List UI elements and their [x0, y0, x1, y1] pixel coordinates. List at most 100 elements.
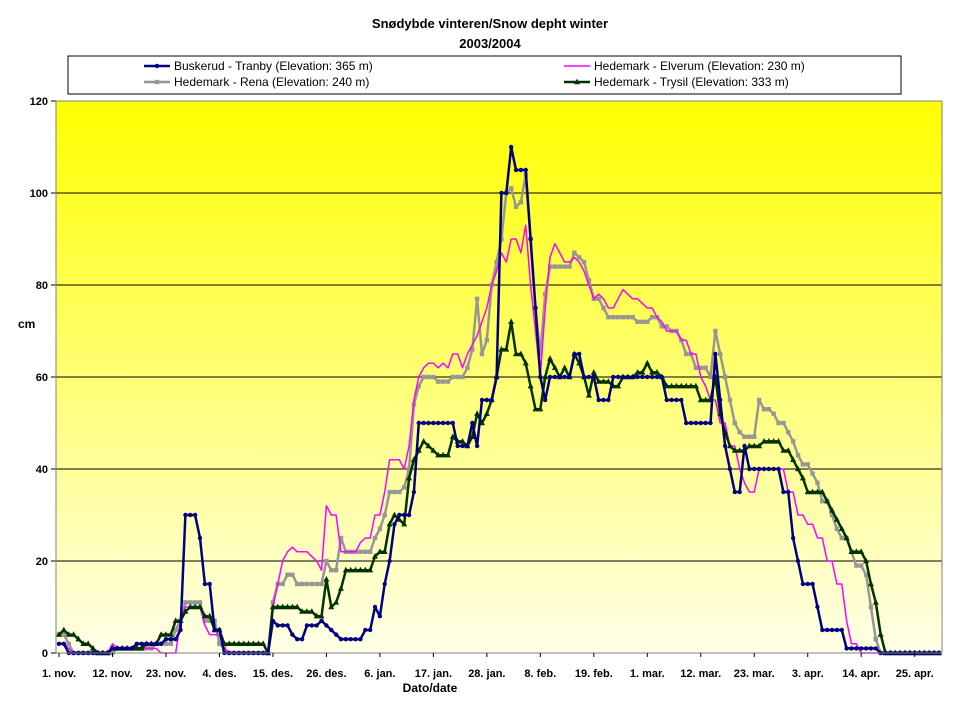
data-point	[585, 392, 592, 398]
data-point	[596, 397, 601, 403]
data-point	[664, 324, 669, 329]
data-point	[713, 328, 718, 334]
x-tick-label: 23. nov.	[146, 668, 186, 680]
y-axis-label: cm	[18, 317, 35, 331]
data-point	[713, 351, 718, 357]
data-point	[810, 581, 815, 587]
data-point	[581, 259, 587, 265]
x-tick-label: 1. nov.	[42, 668, 76, 680]
data-point	[731, 447, 738, 453]
data-point	[343, 637, 349, 642]
data-point	[416, 420, 421, 426]
data-point	[303, 608, 310, 614]
y-tick-label: 20	[36, 556, 48, 568]
data-point	[877, 631, 884, 637]
data-point	[61, 641, 67, 646]
data-point	[824, 497, 831, 504]
data-point	[284, 603, 291, 610]
data-point	[367, 549, 373, 554]
data-point	[547, 374, 553, 380]
data-point	[323, 576, 330, 582]
data-point	[503, 346, 510, 352]
data-point	[829, 507, 836, 513]
data-point	[280, 581, 285, 587]
data-point	[328, 603, 335, 610]
data-point	[397, 489, 402, 495]
data-point	[173, 637, 178, 642]
data-point	[329, 568, 334, 573]
data-point	[770, 438, 777, 444]
data-point	[474, 443, 480, 449]
data-point	[606, 315, 611, 320]
data-point	[392, 522, 397, 527]
data-point	[182, 608, 189, 614]
data-point	[513, 350, 520, 357]
data-point	[601, 305, 606, 311]
data-point	[586, 374, 592, 380]
data-point	[178, 627, 183, 633]
data-point	[611, 374, 616, 380]
x-tick-label: 23. mar.	[734, 668, 775, 680]
data-point	[391, 511, 398, 518]
data-point	[542, 373, 549, 380]
data-point	[775, 438, 782, 444]
data-point	[848, 548, 855, 554]
data-point	[513, 167, 519, 173]
data-point	[747, 466, 752, 472]
data-point	[620, 315, 626, 320]
data-point	[474, 410, 481, 416]
data-point	[645, 319, 650, 324]
data-point	[207, 581, 212, 587]
x-tick-label: 28. jan.	[468, 668, 505, 680]
data-point	[455, 443, 460, 449]
data-point	[600, 378, 607, 384]
data-point	[805, 581, 810, 587]
legend-label: Hedemark - Trysil (Elevation: 333 m)	[594, 75, 789, 89]
legend-item-1: Buskerud - Tranby (Elevation: 365 m)	[144, 59, 373, 73]
data-point	[309, 581, 315, 587]
legend-box	[67, 55, 902, 95]
data-point	[314, 581, 319, 587]
data-point	[308, 608, 315, 614]
data-point	[640, 374, 645, 380]
data-point	[494, 259, 499, 265]
data-point	[776, 420, 781, 426]
data-point	[269, 603, 276, 610]
data-point	[436, 420, 441, 426]
data-point	[615, 382, 622, 389]
data-point	[522, 359, 529, 366]
data-point	[192, 512, 198, 518]
data-point	[387, 558, 392, 564]
data-point	[863, 572, 869, 577]
data-point	[445, 379, 451, 384]
data-point	[766, 407, 772, 412]
data-point	[771, 466, 776, 472]
data-point	[406, 474, 413, 481]
data-point	[295, 637, 300, 642]
data-point	[688, 382, 695, 389]
data-point	[760, 438, 767, 444]
data-point	[766, 466, 772, 472]
data-point	[581, 374, 587, 380]
data-point	[518, 200, 524, 205]
data-point	[562, 264, 567, 269]
data-point	[649, 374, 655, 380]
data-point	[172, 617, 179, 623]
data-point	[188, 600, 193, 605]
x-tick-label: 1. mar.	[630, 668, 665, 680]
data-point	[547, 355, 554, 361]
data-point	[752, 466, 757, 472]
data-point	[386, 520, 393, 527]
data-point	[455, 374, 460, 380]
data-point	[815, 604, 820, 610]
x-axis-label: Dato/date	[403, 681, 458, 695]
data-point	[367, 627, 373, 633]
data-point	[567, 264, 572, 269]
data-point	[295, 581, 300, 587]
data-point	[756, 466, 762, 472]
data-point	[460, 443, 465, 449]
data-point	[547, 264, 553, 269]
data-point	[601, 397, 606, 403]
data-point	[197, 535, 203, 541]
